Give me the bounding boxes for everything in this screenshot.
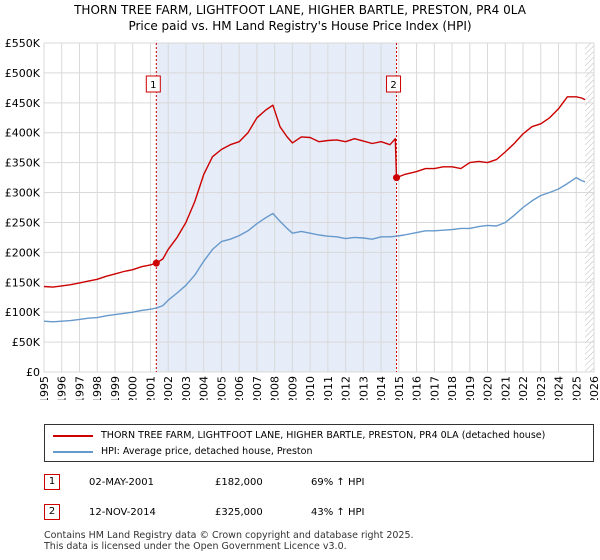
x-tick-label: 2002	[162, 376, 175, 400]
x-tick-label: 2016	[411, 376, 424, 400]
x-tick-label: 2025	[570, 376, 583, 400]
legend-label-property: THORN TREE FARM, LIGHTFOOT LANE, HIGHER …	[101, 430, 546, 441]
legend-label-hpi: HPI: Average price, detached house, Pres…	[101, 446, 313, 457]
chart-legend: THORN TREE FARM, LIGHTFOOT LANE, HIGHER …	[44, 424, 594, 462]
y-tick-label: £50K	[12, 336, 41, 349]
y-tick-label: £350K	[5, 157, 41, 170]
transaction-marker-badge: 2	[44, 504, 60, 520]
y-tick-label: £400K	[5, 127, 41, 140]
y-tick-label: £100K	[5, 306, 41, 319]
x-tick-label: 2004	[198, 376, 211, 400]
x-tick-label: 2022	[517, 376, 530, 400]
transaction-date: 02-MAY-2001	[89, 477, 155, 488]
footer-line-1: Contains HM Land Registry data © Crown c…	[44, 530, 414, 541]
x-tick-label: 2010	[304, 376, 317, 400]
legend-entry-property: THORN TREE FARM, LIGHTFOOT LANE, HIGHER …	[53, 428, 545, 444]
y-tick-label: £250K	[5, 216, 41, 229]
legend-swatch-property	[53, 434, 93, 437]
x-tick-label: 2009	[286, 376, 299, 400]
x-tick-label: 2020	[482, 376, 495, 400]
transaction-marker-badge: 1	[44, 474, 60, 490]
x-tick-label: 2011	[322, 376, 335, 400]
transaction-point	[152, 259, 160, 267]
forecast-hatch	[585, 43, 594, 372]
x-tick-label: 2008	[269, 376, 282, 400]
x-tick-label: 2005	[215, 376, 228, 400]
x-tick-label: 1995	[38, 376, 51, 400]
y-tick-label: £200K	[5, 246, 41, 259]
transaction-price: £182,000	[215, 477, 263, 488]
x-tick-label: 1999	[109, 376, 122, 400]
transaction-date: 12-NOV-2014	[89, 507, 156, 518]
legend-swatch-hpi	[53, 450, 93, 453]
y-tick-label: £300K	[5, 187, 41, 200]
x-tick-label: 1998	[91, 376, 104, 400]
y-tick-label: £0	[26, 366, 40, 379]
x-tick-label: 2007	[251, 376, 264, 400]
y-tick-label: £150K	[5, 276, 41, 289]
transaction-price: £325,000	[215, 507, 263, 518]
y-tick-label: £550K	[5, 37, 41, 50]
x-tick-label: 2023	[535, 376, 548, 400]
x-tick-label: 2018	[446, 376, 459, 400]
transaction-label: 1	[150, 80, 156, 91]
x-tick-label: 2026	[588, 376, 600, 400]
x-tick-label: 2006	[233, 376, 246, 400]
legend-entry-hpi: HPI: Average price, detached house, Pres…	[53, 444, 312, 460]
x-tick-label: 2000	[127, 376, 140, 400]
x-tick-label: 2019	[464, 376, 477, 400]
hpi-line	[43, 176, 586, 323]
y-tick-label: £450K	[5, 97, 41, 110]
x-tick-label: 1997	[73, 376, 86, 400]
footer-attribution: Contains HM Land Registry data © Crown c…	[44, 530, 414, 552]
footer-line-2: This data is licensed under the Open Gov…	[44, 541, 347, 552]
x-tick-label: 2012	[340, 376, 353, 400]
transaction-hpi-change: 43% ↑ HPI	[311, 507, 365, 518]
x-tick-label: 1996	[56, 376, 69, 400]
property-price-line	[43, 96, 586, 288]
ownership-band	[156, 43, 397, 372]
x-tick-label: 2015	[393, 376, 406, 400]
transaction-label-box	[386, 75, 402, 93]
chart-subtitle: Price paid vs. HM Land Registry's House …	[128, 19, 472, 33]
chart-title: THORN TREE FARM, LIGHTFOOT LANE, HIGHER …	[74, 3, 526, 17]
x-tick-label: 2013	[357, 376, 370, 400]
x-tick-label: 2021	[499, 376, 512, 400]
x-tick-label: 2017	[428, 376, 441, 400]
transaction-label: 2	[390, 80, 396, 91]
price-chart: 1 2 £0 £50K £100K £150K £200K £250K £300K £350K £…	[5, 37, 600, 400]
x-tick-label: 2024	[553, 376, 566, 400]
x-tick-label: 2001	[144, 376, 157, 400]
transaction-point	[393, 174, 401, 182]
x-tick-label: 2003	[180, 376, 193, 400]
x-tick-label: 2014	[375, 376, 388, 400]
transaction-hpi-change: 69% ↑ HPI	[311, 477, 365, 488]
transaction-label-box	[145, 75, 161, 93]
y-tick-label: £500K	[5, 67, 41, 80]
